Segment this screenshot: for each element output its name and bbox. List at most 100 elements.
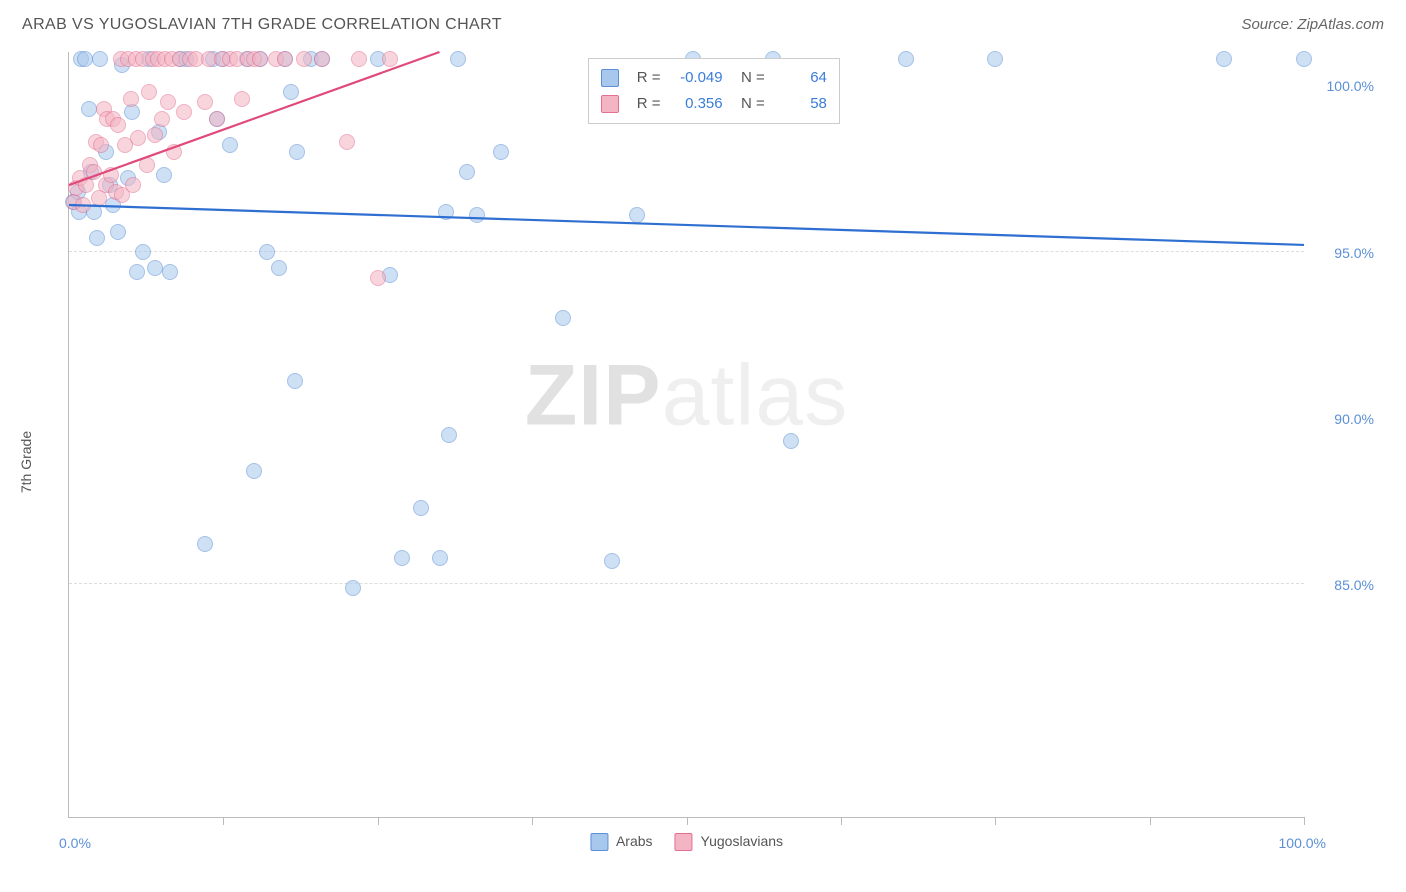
scatter-point: [277, 51, 293, 67]
x-tick: [841, 817, 842, 825]
plot-area: ZIPatlas ArabsYugoslavians 85.0%90.0%95.…: [68, 52, 1304, 818]
scatter-point: [130, 130, 146, 146]
scatter-point: [176, 104, 192, 120]
scatter-point: [394, 550, 410, 566]
scatter-point: [382, 51, 398, 67]
x-tick: [378, 817, 379, 825]
scatter-point: [160, 94, 176, 110]
scatter-point: [438, 204, 454, 220]
y-tick-label: 90.0%: [1334, 411, 1374, 427]
scatter-point: [450, 51, 466, 67]
scatter-point: [77, 51, 93, 67]
scatter-point: [89, 230, 105, 246]
scatter-point: [314, 51, 330, 67]
scatter-point: [81, 101, 97, 117]
scatter-point: [1216, 51, 1232, 67]
scatter-point: [271, 260, 287, 276]
scatter-point: [156, 167, 172, 183]
scatter-point: [110, 224, 126, 240]
scatter-point: [441, 427, 457, 443]
x-tick: [687, 817, 688, 825]
x-tick: [1150, 817, 1151, 825]
scatter-point: [197, 94, 213, 110]
gridline: [69, 583, 1304, 584]
trend-lines: [69, 52, 1304, 817]
gridline: [69, 251, 1304, 252]
x-max-label: 100.0%: [1279, 835, 1326, 851]
scatter-point: [370, 270, 386, 286]
scatter-point: [259, 244, 275, 260]
scatter-point: [898, 51, 914, 67]
legend-item: Yugoslavians: [675, 833, 784, 851]
scatter-point: [339, 134, 355, 150]
scatter-point: [252, 51, 268, 67]
scatter-point: [283, 84, 299, 100]
y-axis-label: 7th Grade: [18, 431, 34, 493]
scatter-point: [289, 144, 305, 160]
scatter-point: [493, 144, 509, 160]
source-attribution: Source: ZipAtlas.com: [1241, 16, 1384, 33]
y-tick-label: 85.0%: [1334, 577, 1374, 593]
correlation-row: R = 0.356 N = 58: [601, 91, 827, 117]
scatter-point: [125, 177, 141, 193]
x-tick: [995, 817, 996, 825]
x-tick: [1304, 817, 1305, 825]
legend-swatch: [601, 95, 619, 113]
x-tick: [223, 817, 224, 825]
scatter-point: [166, 144, 182, 160]
n-label: N = 58: [733, 91, 827, 117]
scatter-point: [345, 580, 361, 596]
scatter-point: [209, 111, 225, 127]
correlation-row: R = -0.049 N = 64: [601, 65, 827, 91]
scatter-point: [234, 91, 250, 107]
scatter-point: [86, 164, 102, 180]
correlation-legend: R = -0.049 N = 64R = 0.356 N = 58: [588, 58, 840, 124]
x-min-label: 0.0%: [59, 835, 91, 851]
r-label: R = -0.049: [637, 65, 723, 91]
scatter-point: [413, 500, 429, 516]
scatter-point: [129, 264, 145, 280]
scatter-point: [469, 207, 485, 223]
scatter-point: [459, 164, 475, 180]
scatter-point: [147, 260, 163, 276]
scatter-point: [147, 127, 163, 143]
legend-label: Arabs: [616, 833, 653, 849]
legend-label: Yugoslavians: [701, 833, 784, 849]
chart-title: ARAB VS YUGOSLAVIAN 7TH GRADE CORRELATIO…: [22, 16, 502, 34]
x-axis-legend: Arabs Yugoslavians: [590, 833, 783, 851]
scatter-point: [75, 197, 91, 213]
x-tick: [532, 817, 533, 825]
scatter-point: [222, 137, 238, 153]
scatter-point: [154, 111, 170, 127]
scatter-point: [432, 550, 448, 566]
scatter-point: [197, 536, 213, 552]
scatter-point: [555, 310, 571, 326]
scatter-point: [93, 137, 109, 153]
y-tick-label: 100.0%: [1327, 78, 1374, 94]
scatter-point: [1296, 51, 1312, 67]
scatter-point: [92, 51, 108, 67]
scatter-point: [351, 51, 367, 67]
legend-item: Arabs: [590, 833, 653, 851]
scatter-point: [604, 553, 620, 569]
n-label: N = 64: [733, 65, 827, 91]
r-label: R = 0.356: [637, 91, 723, 117]
y-tick-label: 95.0%: [1334, 245, 1374, 261]
chart-container: 7th Grade ZIPatlas ArabsYugoslavians 85.…: [22, 52, 1384, 872]
scatter-point: [296, 51, 312, 67]
legend-swatch: [590, 833, 608, 851]
scatter-point: [987, 51, 1003, 67]
scatter-point: [162, 264, 178, 280]
scatter-point: [139, 157, 155, 173]
scatter-point: [110, 117, 126, 133]
scatter-point: [141, 84, 157, 100]
legend-swatch: [675, 833, 693, 851]
legend-swatch: [601, 69, 619, 87]
scatter-point: [135, 244, 151, 260]
scatter-point: [783, 433, 799, 449]
scatter-point: [287, 373, 303, 389]
watermark: ZIPatlas: [525, 347, 848, 446]
scatter-point: [103, 167, 119, 183]
scatter-point: [123, 91, 139, 107]
scatter-point: [629, 207, 645, 223]
